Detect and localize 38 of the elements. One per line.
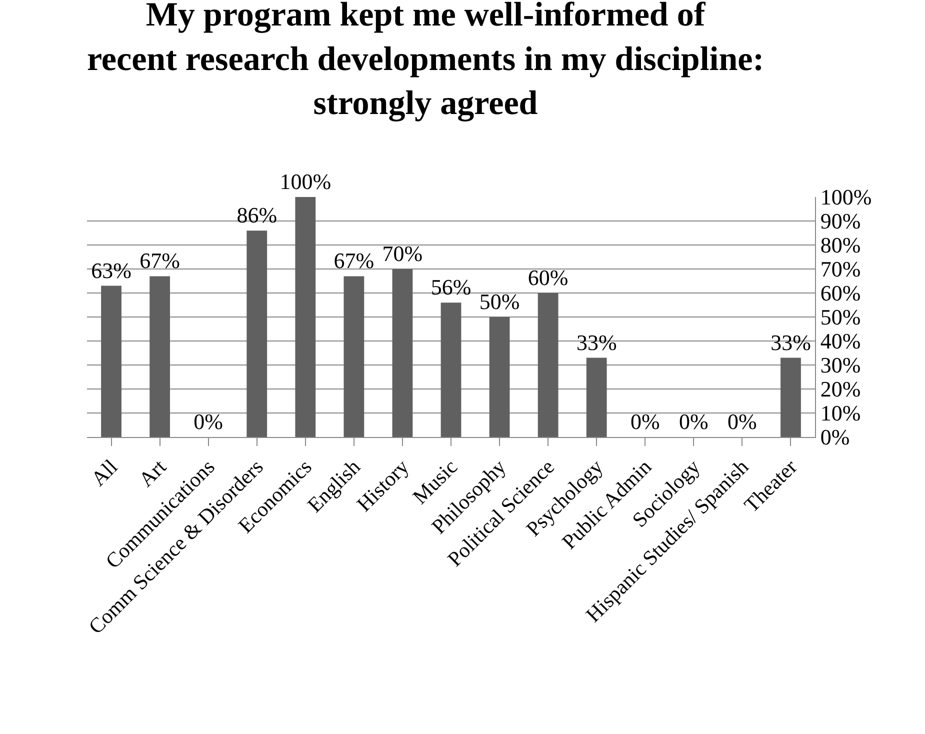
chart-title: My program kept me well-informed of recent research developments in my discipline: strongly agreed xyxy=(86,0,764,122)
data-label: 56% xyxy=(430,274,472,300)
y-tick-label: 0% xyxy=(820,424,850,450)
data-label: 33% xyxy=(576,330,617,355)
bar xyxy=(440,302,462,437)
data-label: 0% xyxy=(194,409,223,434)
bar xyxy=(538,293,558,437)
data-label: 60% xyxy=(528,265,568,290)
bar xyxy=(586,358,607,437)
y-tick-label: 30% xyxy=(820,352,861,378)
data-label: 0% xyxy=(679,409,708,434)
y-tick-label: 100% xyxy=(820,184,872,210)
data-label: 86% xyxy=(236,202,278,228)
data-label: 70% xyxy=(382,241,423,266)
data-label: 67% xyxy=(140,248,180,274)
bar xyxy=(780,358,801,437)
y-tick-label: 80% xyxy=(820,232,861,258)
bar xyxy=(295,197,316,437)
bar xyxy=(101,286,122,437)
bar xyxy=(150,276,170,437)
y-tick-label: 50% xyxy=(820,304,861,330)
data-label: 50% xyxy=(479,289,520,314)
y-tick-label: 20% xyxy=(820,376,861,402)
y-tick-label: 90% xyxy=(820,208,861,234)
data-label: 67% xyxy=(334,248,374,274)
bar xyxy=(344,276,364,437)
y-tick-label: 70% xyxy=(820,256,861,282)
data-label: 0% xyxy=(630,409,660,434)
bar xyxy=(489,317,510,437)
data-label: 100% xyxy=(280,169,332,194)
y-tick-label: 60% xyxy=(820,280,861,306)
y-tick-label: 40% xyxy=(820,328,861,354)
data-label: 0% xyxy=(728,409,757,434)
y-tick-label: 10% xyxy=(820,400,861,426)
bar xyxy=(246,230,268,437)
data-label: 33% xyxy=(770,330,811,355)
bar xyxy=(392,269,413,437)
data-label: 63% xyxy=(91,258,132,283)
